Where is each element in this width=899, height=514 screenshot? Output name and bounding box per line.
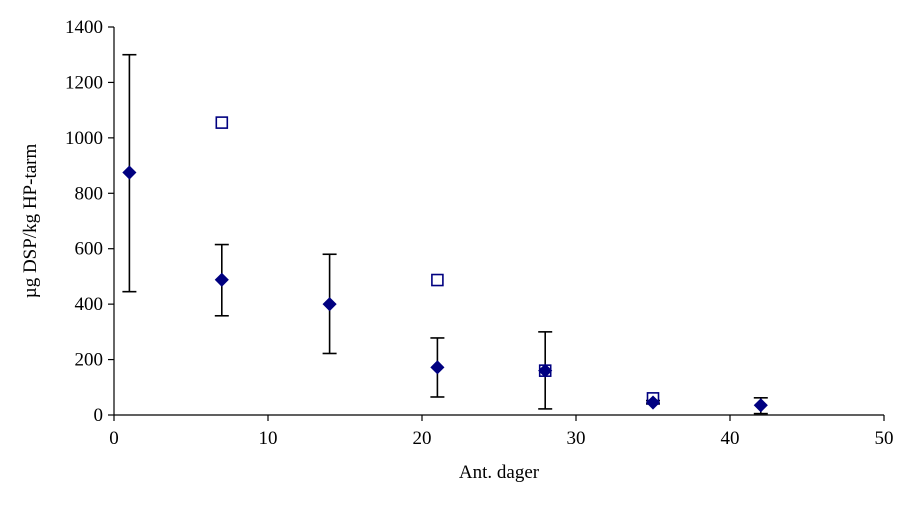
y-tick-label: 1200 <box>65 72 103 93</box>
x-tick-label: 30 <box>567 428 586 449</box>
x-axis-ticks: 0 10 20 30 40 50 <box>109 415 894 449</box>
error-bars <box>122 53 768 415</box>
y-tick-label: 1400 <box>65 17 103 38</box>
data-point-diamond <box>122 165 137 180</box>
data-point-diamond <box>322 297 337 312</box>
y-tick-label: 800 <box>75 183 104 204</box>
data-point-diamond <box>430 360 445 375</box>
x-tick-label: 0 <box>109 428 119 449</box>
y-tick-label: 1000 <box>65 128 103 149</box>
data-point-diamond <box>645 395 661 410</box>
x-tick-label: 40 <box>721 428 740 449</box>
y-tick-label: 0 <box>94 405 104 426</box>
x-tick-label: 10 <box>259 428 278 449</box>
data-point-diamond <box>214 272 229 287</box>
y-tick-label: 600 <box>75 239 104 260</box>
y-axis-label: µg DSP/kg HP-tarm <box>20 144 41 299</box>
y-tick-label: 400 <box>75 294 104 315</box>
x-axis-label: Ant. dager <box>459 462 540 483</box>
data-point-square <box>431 273 444 287</box>
data-point-diamond <box>538 363 553 378</box>
x-tick-label: 20 <box>413 428 432 449</box>
data-markers <box>122 116 768 413</box>
chart-axes <box>113 27 884 416</box>
data-point-diamond <box>753 398 768 413</box>
data-point-square <box>215 116 229 129</box>
y-tick-label: 200 <box>75 350 104 371</box>
x-tick-label: 50 <box>875 428 894 449</box>
y-axis-ticks: 0 200 400 600 800 1000 1200 1400 <box>65 17 114 426</box>
